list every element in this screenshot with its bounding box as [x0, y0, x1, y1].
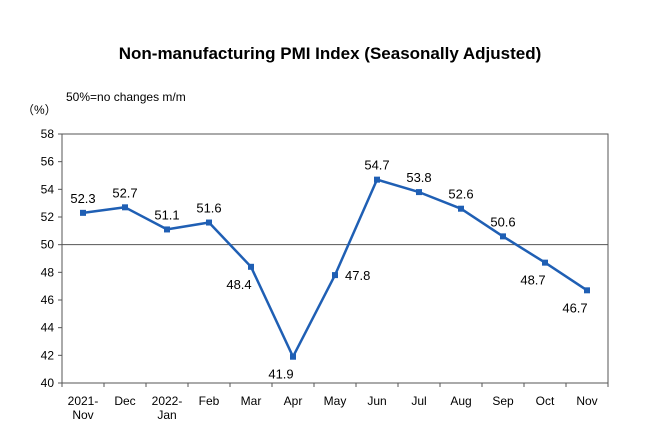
y-tick-label: 40	[41, 376, 55, 390]
data-point	[206, 219, 212, 226]
series-line	[82, 178, 588, 358]
x-tick-label: Nov	[576, 394, 597, 408]
data-label: 48.7	[520, 273, 545, 288]
data-label: 51.6	[196, 201, 221, 216]
data-label: 41.9	[268, 367, 293, 382]
data-label: 48.4	[226, 277, 251, 292]
data-label: 52.6	[448, 187, 473, 202]
y-tick-label: 56	[41, 155, 55, 169]
x-tick-label: May	[324, 394, 347, 408]
data-point	[584, 287, 590, 294]
x-tick-label: Nov	[72, 408, 93, 422]
y-tick-label: 46	[41, 293, 55, 307]
y-axis-unit-label: （%）	[22, 103, 57, 117]
x-tick-label: Sep	[492, 394, 514, 408]
data-point	[80, 209, 86, 216]
data-point	[332, 272, 338, 279]
series-layer: 52.3 52.7 51.1 51.6 48.4 41.9 47.8 54.7 53.8 52.6…	[70, 158, 590, 382]
data-label: 52.3	[70, 191, 95, 206]
data-point	[122, 204, 128, 211]
x-tick-label: Apr	[284, 394, 303, 408]
data-label: 54.7	[364, 158, 389, 173]
x-tick-label: 2021-	[68, 394, 99, 408]
x-tick-label: Dec	[114, 394, 135, 408]
x-tick-label: Jul	[411, 394, 426, 408]
data-label: 51.1	[154, 207, 179, 222]
data-label: 52.7	[112, 185, 137, 200]
data-point	[374, 176, 380, 183]
y-tick-label: 52	[41, 210, 55, 224]
y-tick-label: 58	[41, 127, 55, 141]
data-point	[164, 226, 170, 233]
y-tick-label: 48	[41, 265, 55, 279]
data-point	[458, 205, 464, 212]
x-tick-label: Feb	[199, 394, 220, 408]
data-point	[416, 189, 422, 196]
x-tick-label: Mar	[241, 394, 262, 408]
data-point	[248, 263, 254, 270]
data-point	[500, 233, 506, 240]
chart-title: Non-manufacturing PMI Index (Seasonally …	[118, 44, 542, 63]
data-point	[542, 259, 548, 266]
data-point	[290, 353, 296, 360]
plot-border	[61, 133, 609, 384]
y-tick-label: 44	[41, 321, 55, 335]
x-tick-label: Aug	[450, 394, 471, 408]
y-tick-label: 50	[41, 238, 55, 252]
data-label: 46.7	[562, 300, 587, 315]
data-label: 50.6	[490, 214, 515, 229]
x-tick-label: Jan	[157, 408, 176, 422]
x-tick-label: 2022-	[152, 394, 183, 408]
y-tick-label: 54	[41, 182, 55, 196]
annotation-note: 50%=no changes m/m	[66, 90, 186, 104]
x-tick-label: Jun	[367, 394, 386, 408]
data-label: 47.8	[345, 268, 370, 283]
x-tick-label: Oct	[536, 394, 555, 408]
y-tick-label: 42	[41, 348, 55, 362]
data-label: 53.8	[406, 170, 431, 185]
